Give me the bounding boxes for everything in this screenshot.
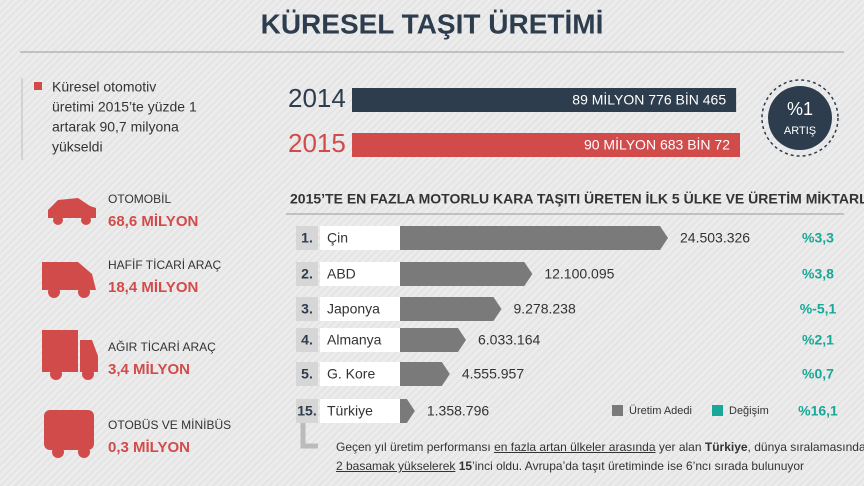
footnote-text: , dünya sıralamasında: [747, 440, 864, 454]
country: Japonya: [327, 301, 380, 317]
value-label: 4.555.957: [462, 366, 524, 382]
pointer: [300, 422, 318, 449]
rank-box: [296, 226, 318, 250]
footnote-text: en fazla artan ülkeler arasında: [494, 440, 656, 454]
footnote-text: Geçen yıl üretim performansı: [336, 440, 495, 454]
country: Almanya: [327, 332, 382, 348]
change-label: %0,7: [802, 366, 834, 382]
badge: [768, 86, 832, 150]
change-label: %-5,1: [800, 301, 837, 317]
value-label: 90 MİLYON 683 BİN 72: [584, 136, 730, 153]
footnote-line: Geçen yıl üretim performansı en fazla ar…: [336, 438, 864, 457]
rank-box: [296, 362, 318, 386]
bar: [400, 262, 533, 286]
year-label: 2014: [288, 83, 346, 113]
rank-box: [296, 399, 318, 423]
legend-label: Değişim: [729, 405, 769, 417]
legend-swatch: [612, 405, 623, 416]
rank: 2.: [301, 266, 313, 282]
value-label: 89 MİLYON 776 BİN 465: [572, 91, 726, 108]
summary-line: yükseldi: [52, 139, 103, 155]
bar: [352, 133, 740, 157]
value-label: 9.278.238: [513, 301, 575, 317]
chart-title: 2015’TE EN FAZLA MOTORLU KARA TAŞITI ÜRE…: [290, 191, 864, 207]
summary-line: Küresel otomotiv: [52, 79, 156, 95]
footnote-text: yer alan: [655, 440, 705, 454]
change-label: %3,3: [802, 230, 834, 246]
name-box: [320, 297, 400, 321]
vehicle-value: 3,4 MİLYON: [108, 361, 190, 378]
bar: [400, 399, 415, 423]
change-label: %3,8: [802, 266, 834, 282]
vehicle-label: OTOMOBİL: [108, 192, 171, 206]
country: ABD: [327, 266, 356, 282]
name-box: [320, 362, 400, 386]
vehicle-label: HAFİF TİCARİ ARAÇ: [108, 258, 221, 272]
title: KÜRESEL TAŞIT ÜRETİMİ: [261, 8, 604, 39]
footnote-text: 2 basamak yükselerek: [336, 459, 456, 473]
badge-text: %1: [787, 99, 813, 119]
name-box: [320, 262, 400, 286]
rank: 3.: [301, 301, 313, 317]
change-label: %16,1: [798, 403, 838, 419]
footnote-text: Türkiye: [704, 440, 748, 454]
rank: 15.: [297, 403, 316, 419]
value-label: 1.358.796: [427, 403, 489, 419]
bar: [400, 226, 668, 250]
footnote-line: 2 basamak yükselerek 15’inci oldu. Avrup…: [336, 457, 864, 476]
icons: [42, 198, 98, 458]
vehicle-label: AĞIR TİCARİ ARAÇ: [108, 339, 216, 354]
bar: [352, 88, 737, 112]
year-label: 2015: [288, 128, 346, 158]
footnote-text: 15: [455, 459, 473, 473]
rank: 5.: [301, 366, 313, 382]
name-box: [320, 328, 400, 352]
country: Çin: [327, 230, 348, 246]
value-label: 24.503.326: [680, 230, 750, 246]
bar: [400, 297, 502, 321]
change-label: %2,1: [802, 332, 834, 348]
rank-box: [296, 262, 318, 286]
footnote: Geçen yıl üretim performansı en fazla ar…: [336, 438, 864, 476]
badge-ring: [761, 79, 839, 157]
footnote-text: ’inci oldu. Avrupa’da taşıt üretiminde i…: [472, 459, 805, 473]
bar: [400, 362, 450, 386]
rank: 1.: [301, 230, 313, 246]
badge-text: ARTIŞ: [784, 125, 816, 137]
value-label: 6.033.164: [478, 332, 540, 348]
bar: [400, 328, 466, 352]
legend-swatch: [712, 405, 723, 416]
name-box: [320, 226, 400, 250]
rank: 4.: [301, 332, 313, 348]
country: G. Kore: [327, 366, 375, 382]
rank-box: [296, 328, 318, 352]
summary-line: artarak 90,7 milyona: [52, 119, 179, 135]
vehicle-label: OTOBÜS VE MİNİBÜS: [108, 418, 231, 432]
rank-box: [296, 297, 318, 321]
value-label: 12.100.095: [544, 266, 614, 282]
vehicle-value: 0,3 MİLYON: [108, 439, 190, 456]
country: Türkiye: [327, 403, 373, 419]
vehicle-value: 68,6 MİLYON: [108, 213, 198, 230]
summary-line: üretimi 2015’te yüzde 1: [52, 99, 197, 115]
name-box: [320, 399, 400, 423]
legend-label: Üretim Adedi: [629, 405, 692, 417]
vehicle-value: 18,4 MİLYON: [108, 279, 198, 296]
bullet: [34, 82, 42, 90]
